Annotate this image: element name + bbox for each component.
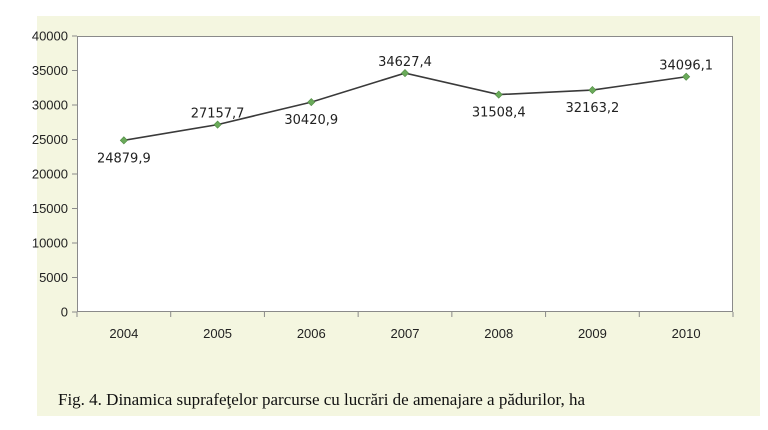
y-tick-label: 15000 [32, 201, 68, 216]
x-axis: 2004 2005 2006 2007 2008 2009 2010 [76, 312, 734, 341]
data-point-marker [400, 69, 410, 78]
data-label: 24879,9 [97, 151, 151, 166]
y-tick-label: 40000 [32, 29, 68, 44]
x-tick-label: 2007 [391, 326, 420, 341]
x-tick-label: 2004 [109, 326, 138, 341]
data-label: 34627,4 [378, 55, 432, 70]
x-tick-label: 2009 [578, 326, 607, 341]
data-label: 32163,2 [566, 101, 620, 116]
series-line-group [119, 69, 691, 145]
y-tick-label: 20000 [32, 167, 68, 182]
data-label: 27157,7 [191, 107, 245, 122]
y-tick-label: 30000 [32, 98, 68, 113]
x-tick-label: 2008 [484, 326, 513, 341]
data-label: 30420,9 [284, 113, 338, 128]
plot-area [77, 36, 733, 312]
x-tick-label: 2005 [203, 326, 232, 341]
figure-caption: Fig. 4. Dinamica suprafeţelor parcurse c… [58, 390, 586, 409]
y-tick-label: 25000 [32, 132, 68, 147]
y-tick-label: 10000 [32, 236, 68, 251]
data-point-marker [213, 120, 222, 129]
data-point-marker [588, 86, 597, 95]
y-tick-label: 0 [61, 305, 68, 320]
data-point-marker [682, 72, 691, 81]
data-label: 34096,1 [659, 59, 713, 74]
x-tick-label: 2010 [672, 326, 701, 341]
data-point-marker [307, 98, 316, 107]
y-axis: 0 5000 10000 15000 20000 25000 30000 35000 40000 [32, 29, 77, 320]
y-tick-label: 35000 [32, 63, 68, 78]
data-point-marker [494, 90, 503, 99]
data-point-marker [119, 136, 128, 145]
x-tick-label: 2006 [297, 326, 326, 341]
data-label: 31508,4 [472, 106, 526, 121]
y-tick-label: 5000 [39, 270, 68, 285]
data-labels-group: 24879,9 27157,7 30420,9 34627,4 31508,4 32163… [97, 55, 713, 166]
